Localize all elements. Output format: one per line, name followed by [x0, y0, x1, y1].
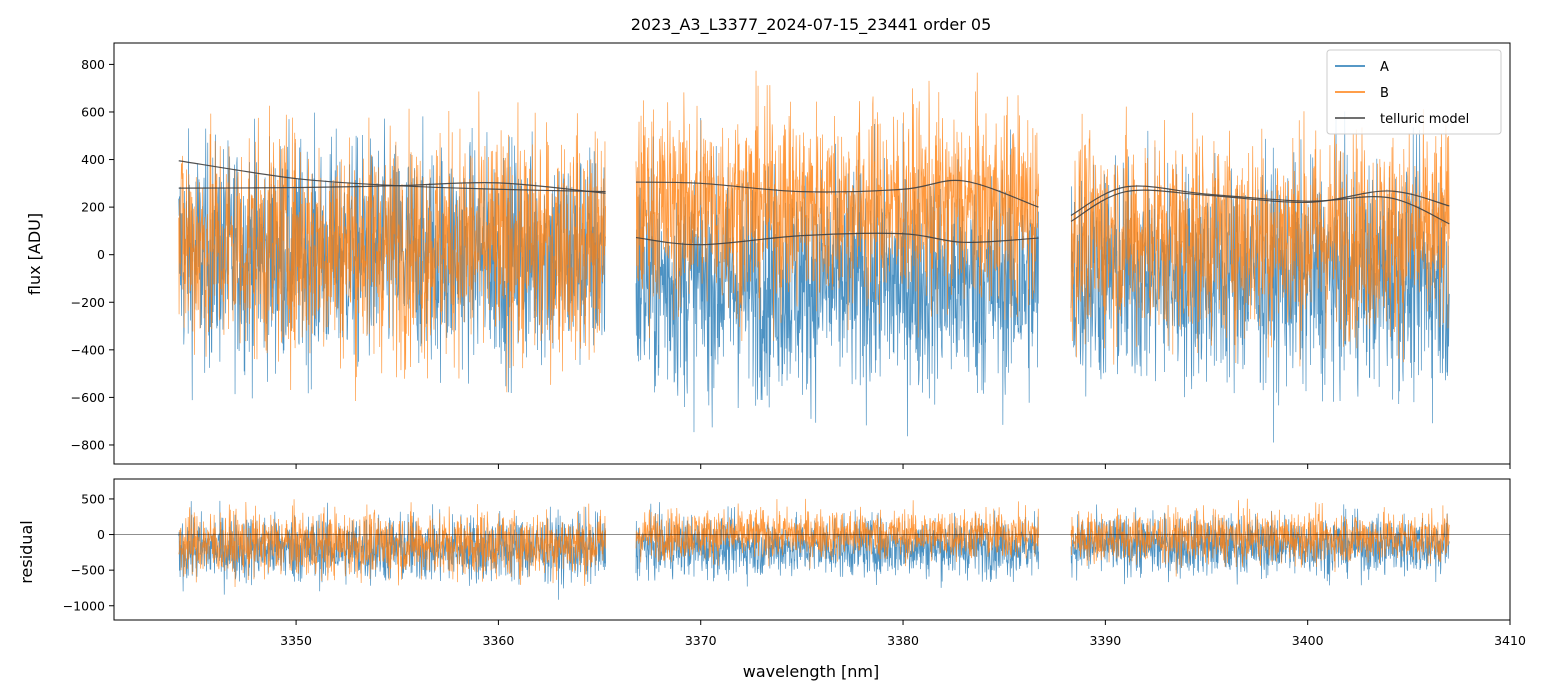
telluric-model-curve-5: [1070, 189, 1450, 222]
chart-title: 2023_A3_L3377_2024-07-15_23441 order 05: [631, 15, 992, 35]
y-tick-label: 800: [81, 57, 105, 72]
series-b-segment-1: [635, 498, 1039, 569]
y-tick-label: 200: [81, 200, 105, 215]
x-tick-label: 3390: [1089, 633, 1121, 648]
telluric-model-curve-4: [1070, 185, 1450, 225]
y-tick-label: −200: [71, 295, 105, 310]
series-a-segment-0: [178, 112, 606, 401]
telluric-model-curve-3: [635, 232, 1039, 246]
y-tick-label: −600: [71, 390, 105, 405]
x-axis-label: wavelength [nm]: [743, 662, 880, 681]
flux-y-ticks: −800 −600 −400 −200 0 200 400 600 800: [71, 57, 114, 452]
legend-label-b: B: [1380, 86, 1389, 101]
x-tick-label: 3410: [1494, 633, 1526, 648]
legend-box: [1326, 49, 1502, 135]
residual-panel: −1000 −500 0 500 3350 3360 3370 3380 3390 3400 34…: [17, 478, 1526, 681]
legend: A B telluric model: [1326, 49, 1502, 135]
legend-label-telluric: telluric model: [1380, 112, 1469, 127]
flux-panel: −800 −600 −400 −200 0 200 400 600 800 flux [ADU]…: [25, 42, 1511, 469]
telluric-model-curve-2: [635, 179, 1039, 208]
series-b-segment-1: [635, 70, 1039, 342]
residual-x-ticks: 3350 3360 3370 3380 3390 3400 3410: [280, 620, 1526, 648]
flux-axes-frame: [113, 42, 1511, 465]
residual-data: [114, 498, 1510, 600]
x-tick-label: 3400: [1292, 633, 1324, 648]
series-b-segment-2: [1070, 498, 1450, 577]
y-tick-label: 600: [81, 104, 105, 119]
flux-y-axis-label: flux [ADU]: [25, 213, 44, 295]
x-tick-label: 3380: [887, 633, 919, 648]
series-a-segment-2: [1070, 504, 1450, 586]
y-tick-label: −1000: [63, 598, 105, 613]
y-tick-label: 400: [81, 152, 105, 167]
y-tick-label: 500: [81, 491, 105, 506]
flux-x-ticks: [295, 464, 1511, 469]
y-tick-label: 0: [97, 527, 105, 542]
telluric-model-curve-1: [178, 181, 606, 194]
y-tick-label: 0: [97, 247, 105, 262]
series-b-segment-2: [1070, 106, 1450, 367]
x-tick-label: 3350: [280, 633, 312, 648]
x-tick-label: 3370: [685, 633, 717, 648]
x-tick-label: 3360: [482, 633, 514, 648]
series-b-segment-0: [178, 499, 606, 587]
residual-y-axis-label: residual: [17, 520, 36, 583]
residual-axes-frame: [113, 478, 1511, 621]
series-a-segment-1: [635, 118, 1039, 437]
y-tick-label: −400: [71, 342, 105, 357]
residual-y-ticks: −1000 −500 0 500: [63, 491, 114, 613]
series-b-segment-0: [178, 91, 606, 402]
legend-label-a: A: [1380, 60, 1389, 75]
y-tick-label: −800: [71, 437, 105, 452]
flux-data: [178, 70, 1450, 443]
y-tick-label: −500: [71, 563, 105, 578]
